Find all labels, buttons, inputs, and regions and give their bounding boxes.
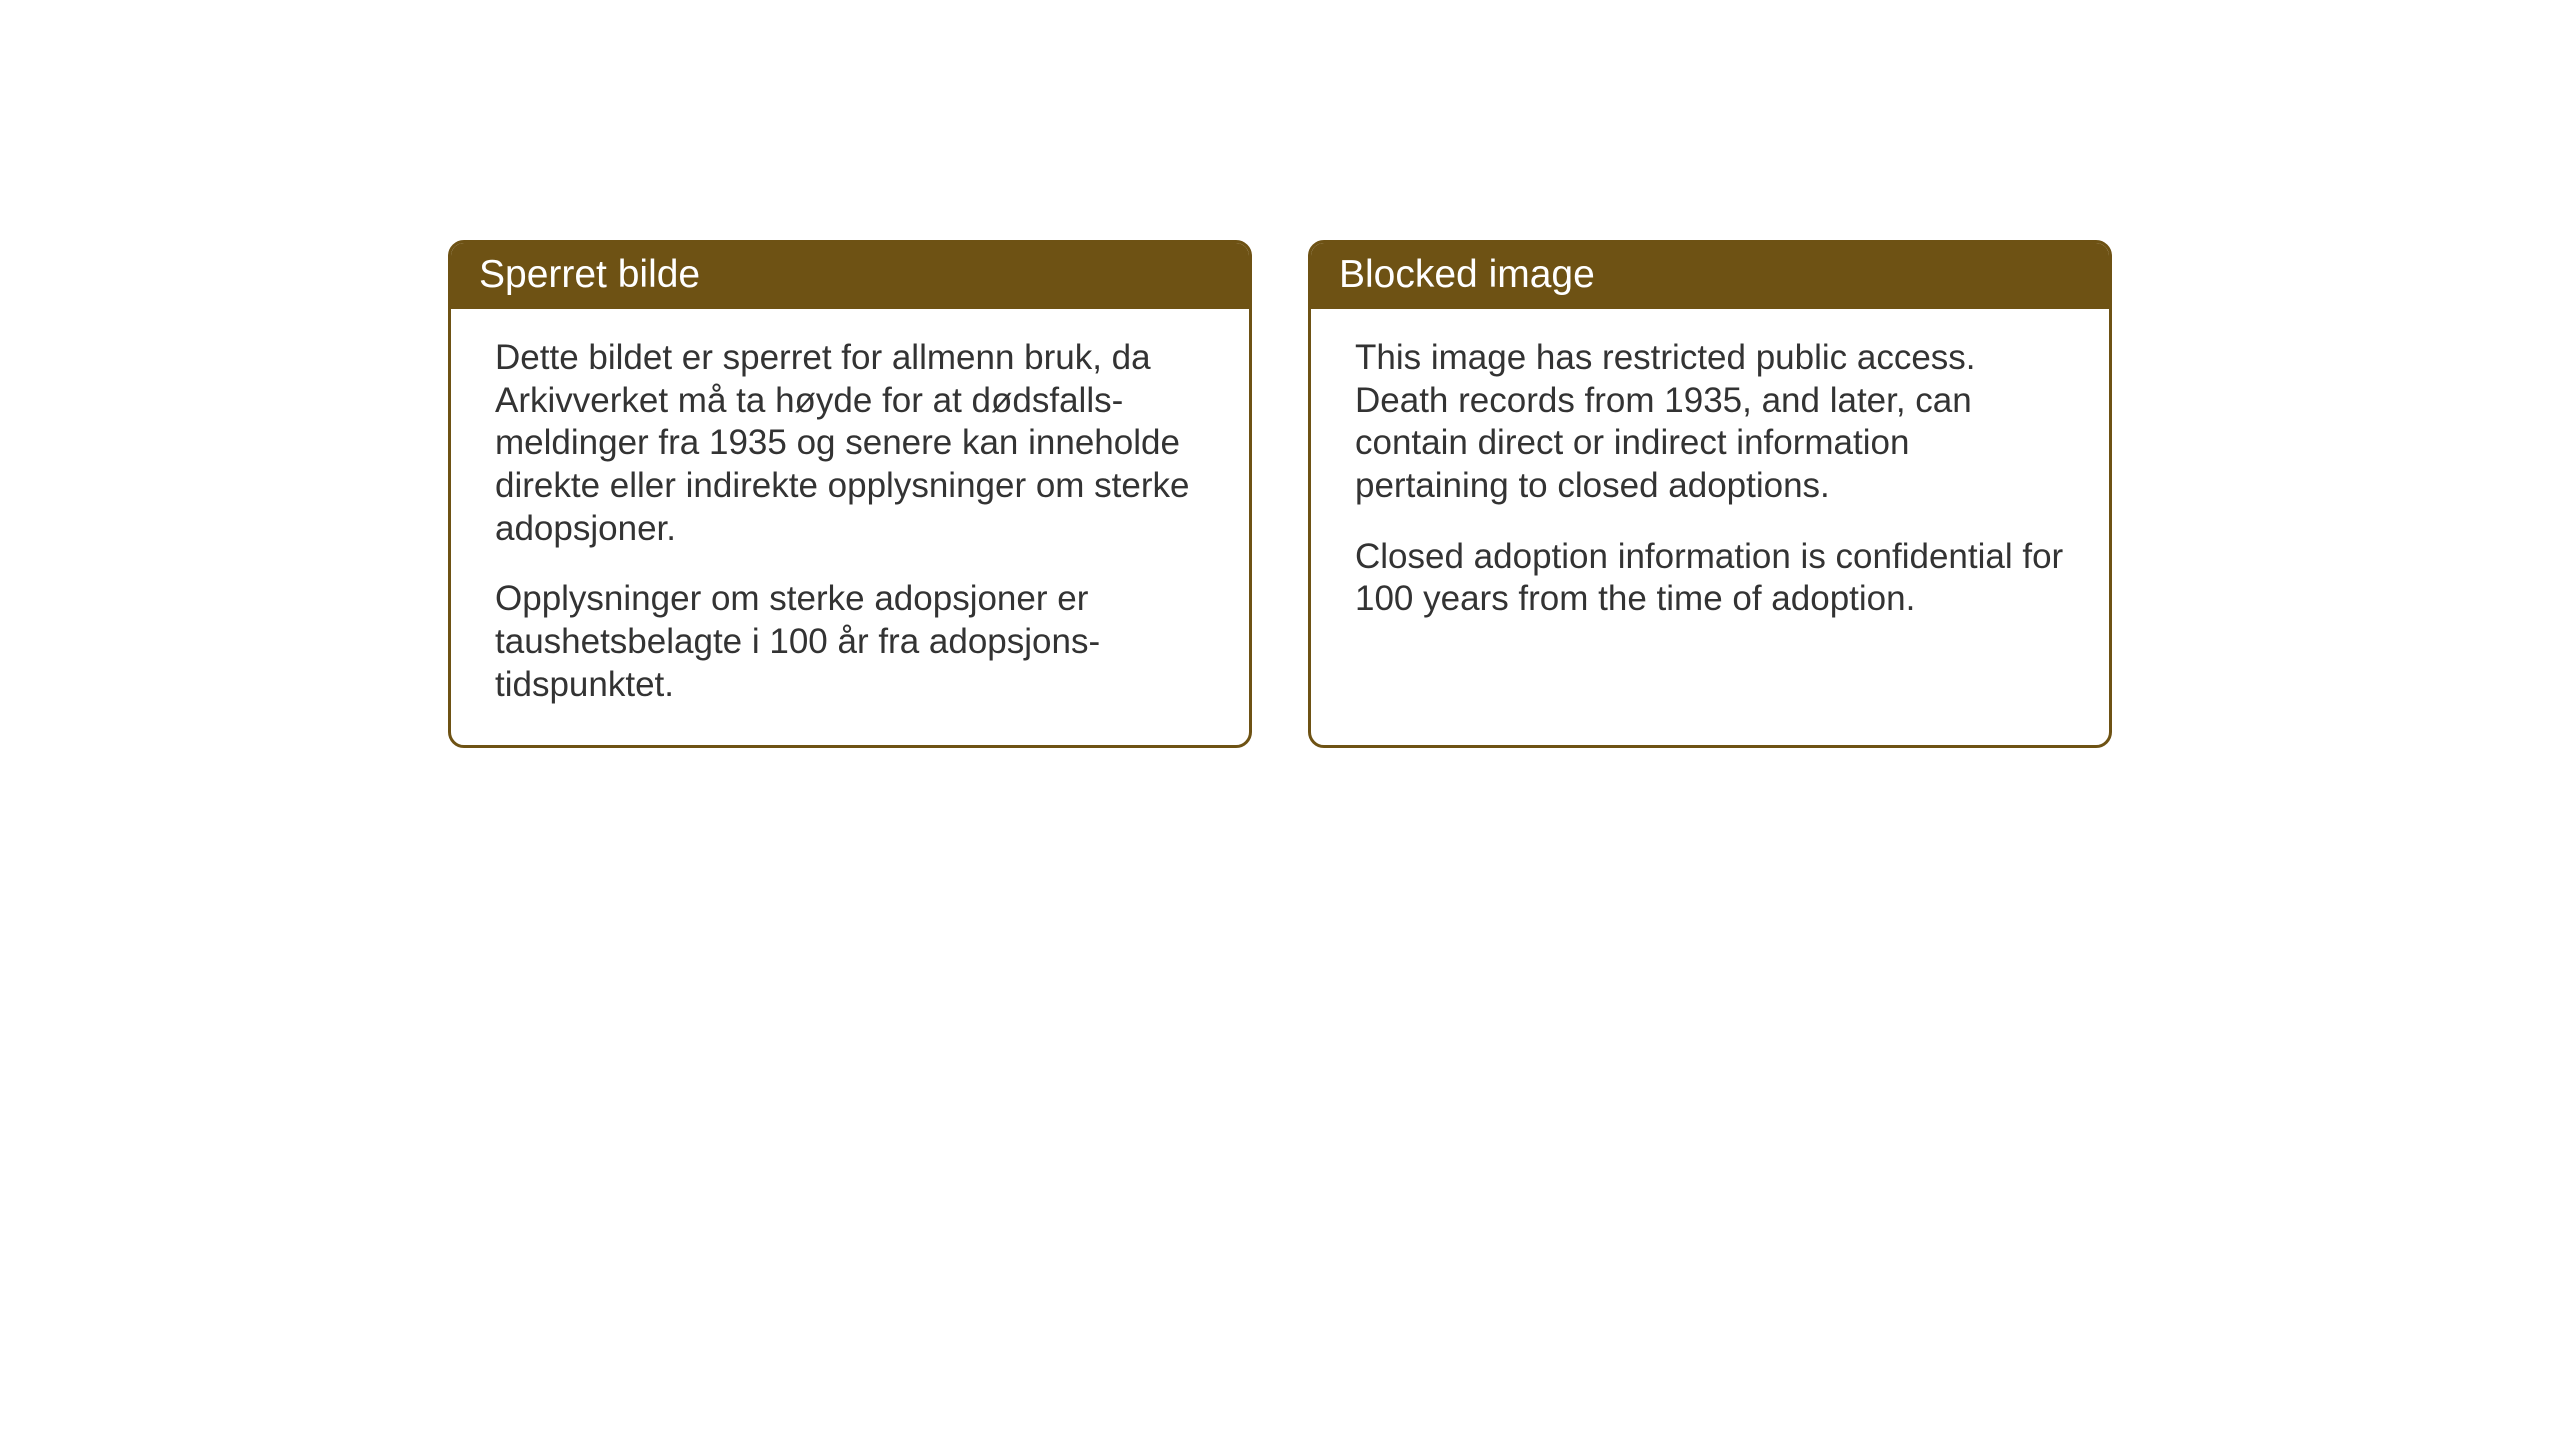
notice-container: Sperret bilde Dette bildet er sperret fo… [448, 240, 2112, 748]
card-body-english: This image has restricted public access.… [1311, 309, 2109, 659]
card-paragraph-english-2: Closed adoption information is confident… [1355, 536, 2065, 621]
card-title-norwegian: Sperret bilde [479, 253, 700, 296]
card-header-english: Blocked image [1311, 243, 2109, 309]
card-title-english: Blocked image [1339, 253, 1595, 296]
card-header-norwegian: Sperret bilde [451, 243, 1249, 309]
card-paragraph-english-1: This image has restricted public access.… [1355, 337, 2065, 508]
notice-card-english: Blocked image This image has restricted … [1308, 240, 2112, 748]
notice-card-norwegian: Sperret bilde Dette bildet er sperret fo… [448, 240, 1252, 748]
card-paragraph-norwegian-2: Opplysninger om sterke adopsjoner er tau… [495, 578, 1205, 706]
card-paragraph-norwegian-1: Dette bildet er sperret for allmenn bruk… [495, 337, 1205, 550]
card-body-norwegian: Dette bildet er sperret for allmenn bruk… [451, 309, 1249, 745]
